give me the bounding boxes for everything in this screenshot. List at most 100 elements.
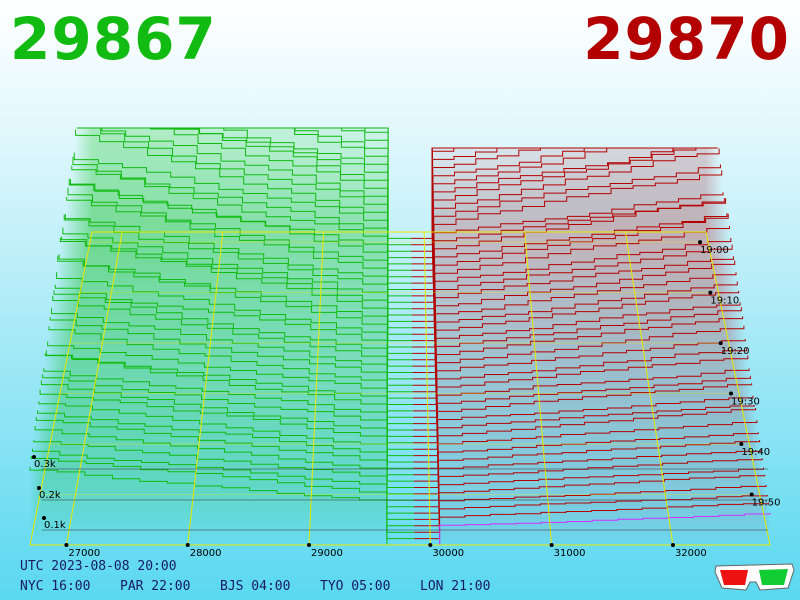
time-tick-marker xyxy=(708,290,713,295)
price-guide-line xyxy=(524,231,553,546)
bid-depth-line xyxy=(72,156,412,329)
ask-depth-layers xyxy=(410,147,771,546)
bid-depth-line xyxy=(54,284,413,418)
bid-depth-line xyxy=(66,196,413,361)
bid-depth-line xyxy=(56,272,413,412)
price-guide-line xyxy=(187,231,224,546)
price-tick-label: 32000 xyxy=(675,548,707,559)
bid-depth-line xyxy=(78,127,412,303)
bid-depth-line xyxy=(75,129,412,316)
ask-depth-line xyxy=(412,238,732,354)
bid-depth-line xyxy=(53,290,413,425)
time-tick-marker xyxy=(739,442,744,447)
bid-depth-line xyxy=(67,187,413,354)
bid-depth-line xyxy=(70,179,413,342)
volume-axis: 0.1k 0.2k 0.3k xyxy=(32,455,66,531)
time-tick-marker xyxy=(698,240,703,245)
volume-tick-label: 0.2k xyxy=(39,490,61,501)
ask-depth-line xyxy=(412,226,730,348)
price-tick-marker xyxy=(64,543,69,547)
nyc-time: NYC 16:00 xyxy=(20,579,91,594)
bid-depth-line xyxy=(79,127,412,297)
utc-time: UTC 2023-08-08 20:00 xyxy=(20,559,177,574)
ask-depth-line xyxy=(414,467,764,514)
bid-depth-line xyxy=(61,236,413,386)
ask-depth-line xyxy=(411,147,717,284)
time-tick-label: 19:40 xyxy=(741,447,770,458)
bid-depth-line xyxy=(38,401,414,501)
ask-depth-line xyxy=(413,348,747,431)
time-tick-marker xyxy=(749,492,754,497)
time-tick-label: 19:30 xyxy=(731,397,760,408)
ask-depth-line xyxy=(414,495,768,533)
bid-depth-line xyxy=(37,410,414,508)
grid-frame xyxy=(29,231,771,546)
bid-depth-line xyxy=(63,214,413,373)
bid-depth-line xyxy=(62,227,413,380)
price-tick-marker xyxy=(670,543,675,547)
bid-depth-line xyxy=(52,295,414,431)
bid-depth-line xyxy=(44,353,414,469)
ask-depth-line xyxy=(414,484,767,527)
price-tick-marker xyxy=(307,543,312,547)
price-axis: 27000 28000 29000 30000 31000 32000 xyxy=(64,543,707,559)
bid-depth-line xyxy=(47,341,414,457)
price-guide-line xyxy=(624,231,674,546)
ask-depth-line xyxy=(413,375,751,450)
bid-depth-line xyxy=(33,439,415,527)
volume-tick-marker xyxy=(32,455,36,459)
ask-depth-line xyxy=(412,272,737,380)
ask-depth-line xyxy=(411,164,721,303)
price-guide-line xyxy=(65,231,123,546)
ask-depth-line xyxy=(411,192,724,316)
ask-depth-line xyxy=(412,244,733,361)
volume-tick-marker xyxy=(37,486,41,490)
ask-depth-line xyxy=(412,281,738,386)
ask-depth-line xyxy=(414,512,771,546)
bid-depth-line xyxy=(64,214,413,367)
ask-depth-line xyxy=(411,148,720,297)
bid-depth-line xyxy=(59,237,413,393)
time-tick-label: 19:20 xyxy=(721,346,750,357)
price-tick-label: 30000 xyxy=(432,548,464,559)
bid-depth-line xyxy=(51,308,414,437)
time-tick-marker xyxy=(729,391,734,396)
bid-depth-line xyxy=(35,416,414,514)
price-tick-marker xyxy=(185,543,190,547)
ask-depth-line xyxy=(411,170,723,310)
bid-depth-line xyxy=(32,448,415,533)
ask-depth-line xyxy=(413,420,758,482)
ask-depth-line xyxy=(413,355,749,437)
bid-depth-line xyxy=(40,380,414,488)
bjs-time: BJS 04:00 xyxy=(220,579,291,594)
ask-depth-line xyxy=(412,302,741,399)
time-tick-label: 19:10 xyxy=(710,296,739,307)
time-axis: 19:00 19:10 19:20 19:30 19:40 19:50 xyxy=(698,240,781,509)
3d-glasses-icon[interactable] xyxy=(712,560,796,592)
price-tick-label: 31000 xyxy=(554,548,586,559)
ask-depth-line xyxy=(412,316,744,412)
ask-depth-line xyxy=(414,474,766,520)
bid-depth-line xyxy=(39,389,414,495)
chart-grid xyxy=(29,231,771,546)
price-guide-line xyxy=(423,231,431,546)
ask-depth-line xyxy=(412,290,740,393)
bid-depth-line xyxy=(73,152,412,322)
ask-depth-line xyxy=(413,408,757,476)
bid-depth-line xyxy=(81,127,412,284)
bid-depth-line xyxy=(34,426,414,520)
time-tick-marker xyxy=(718,341,723,346)
ask-depth-line xyxy=(413,432,759,488)
ask-depth-line xyxy=(413,404,755,469)
bid-depth-line xyxy=(68,178,413,348)
ask-depth-line xyxy=(412,213,728,335)
bid-depth-line xyxy=(58,254,413,399)
price-tick-marker xyxy=(549,543,554,547)
bid-depth-layers xyxy=(29,127,415,546)
bid-depth-line xyxy=(29,466,415,546)
ask-depth-line xyxy=(413,450,762,501)
ask-price: 29870 xyxy=(583,5,790,73)
time-tick-label: 19:50 xyxy=(752,498,781,509)
ask-depth-line xyxy=(413,368,750,444)
ask-depth-line xyxy=(411,198,727,329)
